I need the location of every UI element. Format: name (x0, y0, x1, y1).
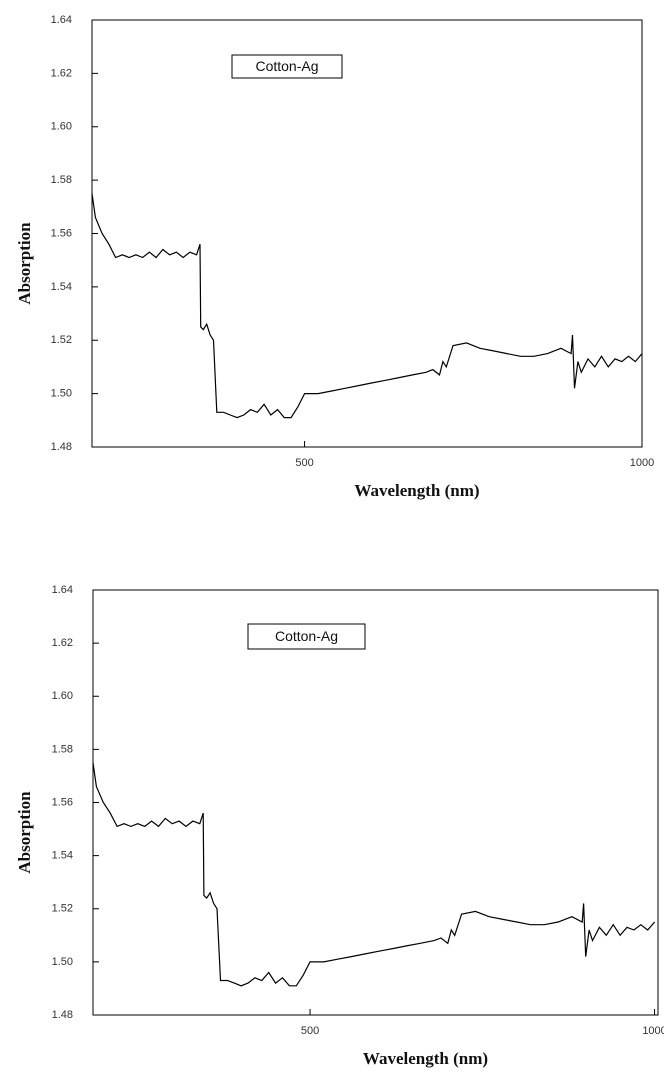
x-tick-label: 1000 (630, 457, 654, 469)
x-axis-title: Wavelength (nm) (354, 481, 479, 500)
y-tick-label: 1.62 (51, 67, 72, 79)
plot-frame (93, 590, 658, 1015)
y-tick-label: 1.50 (51, 388, 72, 400)
y-tick-label: 1.58 (52, 743, 73, 755)
page: 1.48 1.50 1.52 1.54 1.56 1.58 1.60 1.62 1.64 500 1… (0, 0, 664, 1077)
y-tick-label: 1.54 (51, 281, 72, 293)
y-tick-label: 1.56 (52, 796, 73, 808)
y-axis-title: Absorption (15, 222, 34, 305)
y-tick-label: 1.64 (51, 14, 72, 26)
x-tick-label: 1000 (642, 1025, 664, 1037)
y-tick-label: 1.60 (51, 121, 72, 133)
y-axis-title: Absorption (15, 791, 34, 874)
y-tick-label: 1.50 (52, 956, 73, 968)
y-tick-label: 1.60 (52, 690, 73, 702)
x-axis-title: Wavelength (nm) (363, 1049, 488, 1068)
x-tick-label: 500 (301, 1025, 319, 1037)
annotation: Cotton-Ag (275, 628, 338, 644)
y-tick-label: 1.54 (52, 850, 73, 862)
y-tick-label: 1.62 (52, 637, 73, 649)
plot-frame (92, 20, 642, 447)
y-tick-label: 1.48 (52, 1009, 73, 1021)
y-tick-label: 1.64 (52, 584, 73, 596)
line (92, 194, 642, 418)
y-tick-label: 1.56 (51, 227, 72, 239)
y-tick-label: 1.58 (51, 174, 72, 186)
y-tick-label: 1.52 (52, 903, 73, 915)
y-tick-label: 1.48 (51, 441, 72, 453)
line (93, 763, 655, 986)
y-tick-label: 1.52 (51, 334, 72, 346)
annotation: Cotton-Ag (255, 58, 318, 74)
x-tick-label: 500 (295, 457, 313, 469)
